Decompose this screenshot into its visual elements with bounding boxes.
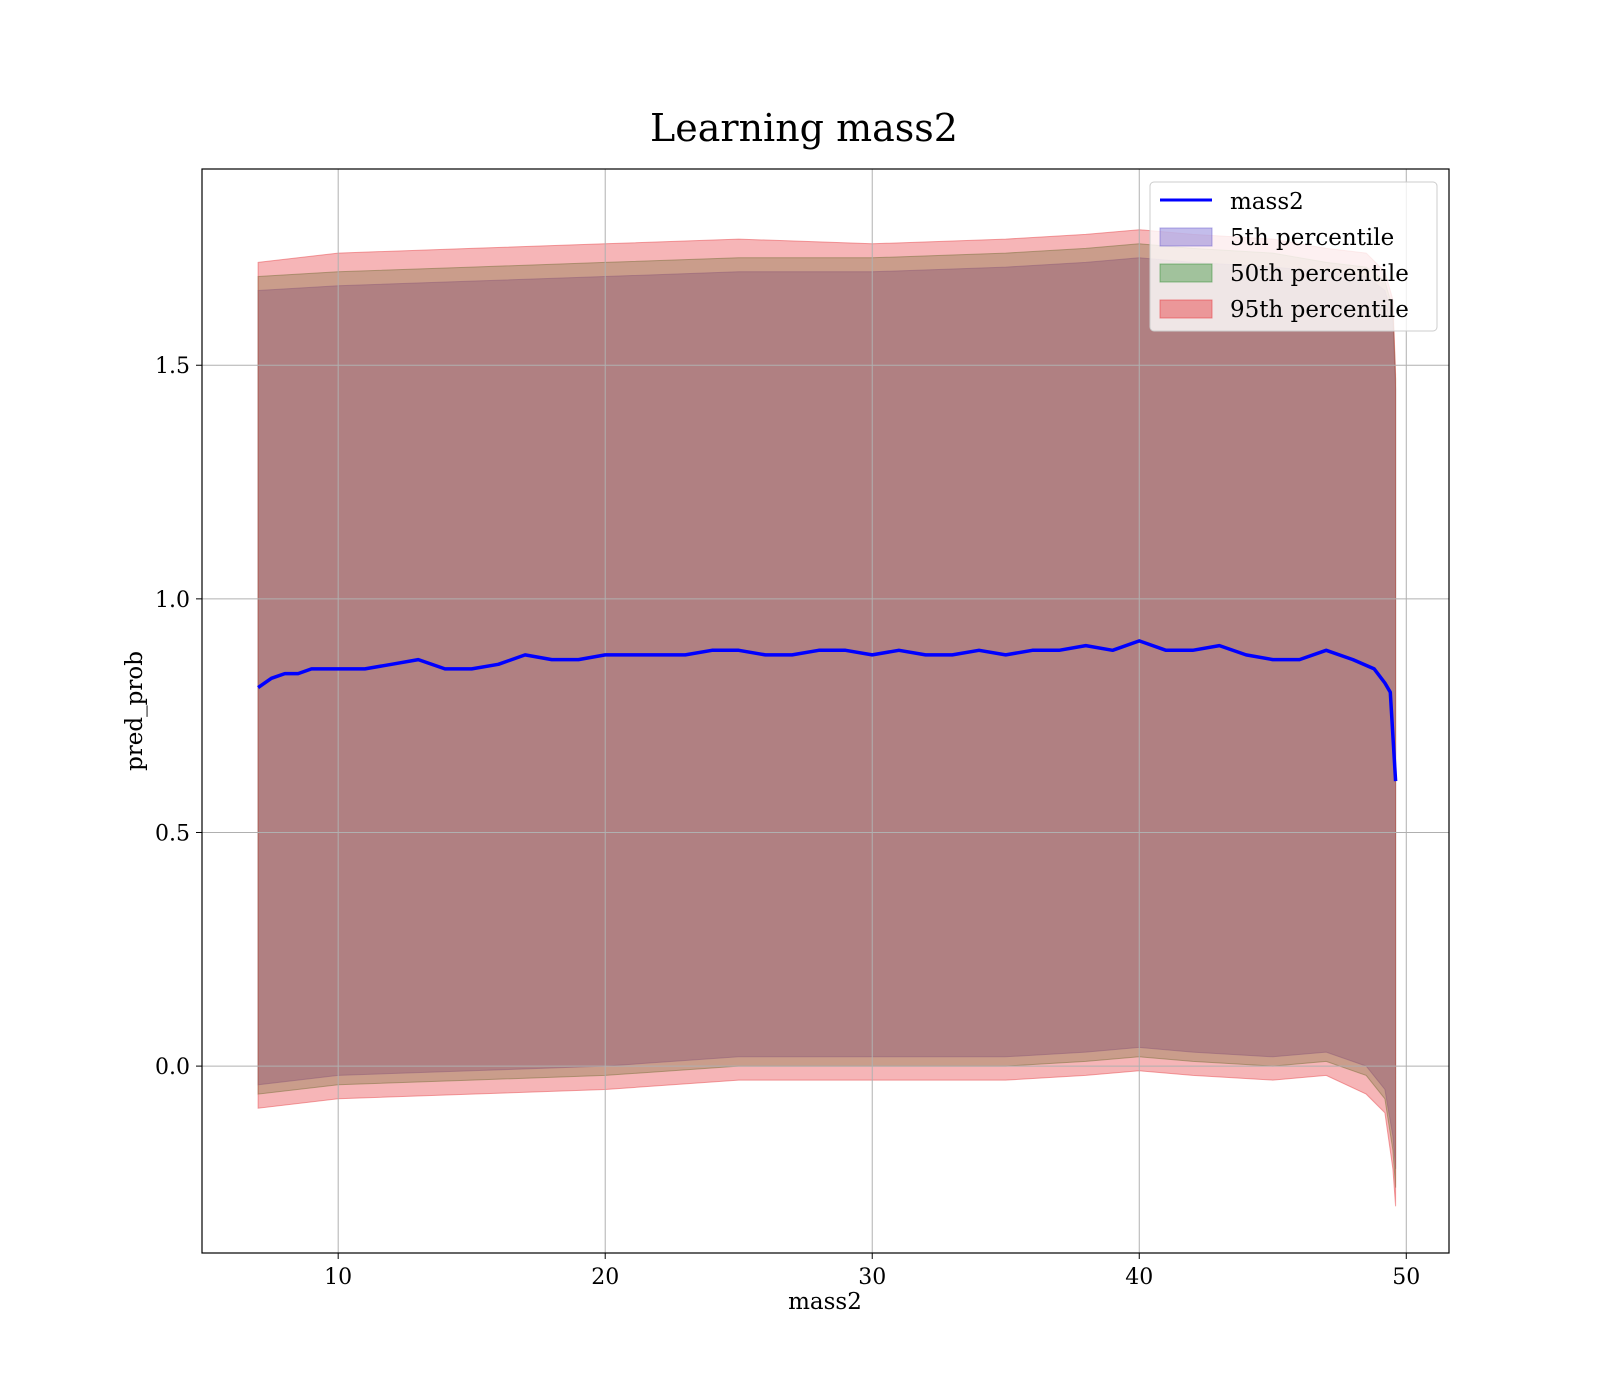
x-tick-label: 10 xyxy=(324,1265,352,1290)
percentile-bands xyxy=(257,229,1397,1207)
grid-lines xyxy=(202,169,1449,1253)
y-tick-label: 1.0 xyxy=(155,588,190,613)
x-tick-label: 40 xyxy=(1125,1265,1153,1290)
chart-title: Learning mass2 xyxy=(650,106,958,150)
line-mass2 xyxy=(257,639,1398,782)
y-axis-ticks: 0.0 0.5 1.0 1.5 xyxy=(155,354,202,1080)
legend-swatch-50th xyxy=(1159,263,1213,283)
y-tick-label: 0.5 xyxy=(155,821,190,846)
y-axis-label: pred_prob xyxy=(122,651,148,771)
legend-label-mass2: mass2 xyxy=(1230,189,1304,215)
y-tick-label: 0.0 xyxy=(155,1055,190,1080)
x-axis-ticks: 10 20 30 40 50 xyxy=(324,1253,1420,1290)
x-tick-label: 20 xyxy=(591,1265,619,1290)
legend: mass2 5th percentile 50th percentile 95t… xyxy=(1149,181,1438,332)
x-axis-label: mass2 xyxy=(788,1289,862,1315)
legend-label-5th: 5th percentile xyxy=(1230,225,1394,251)
legend-label-95th: 95th percentile xyxy=(1230,297,1409,323)
legend-swatch-95th xyxy=(1159,299,1213,319)
line-series xyxy=(257,639,1398,782)
x-tick-label: 30 xyxy=(858,1265,886,1290)
x-tick-label: 50 xyxy=(1392,1265,1420,1290)
band-95th-percentile xyxy=(257,229,1397,1207)
plot-frame xyxy=(201,168,1450,1254)
y-tick-label: 1.5 xyxy=(155,354,190,379)
legend-label-50th: 50th percentile xyxy=(1230,261,1409,287)
legend-box xyxy=(1149,181,1438,332)
legend-swatch-5th xyxy=(1159,227,1213,247)
